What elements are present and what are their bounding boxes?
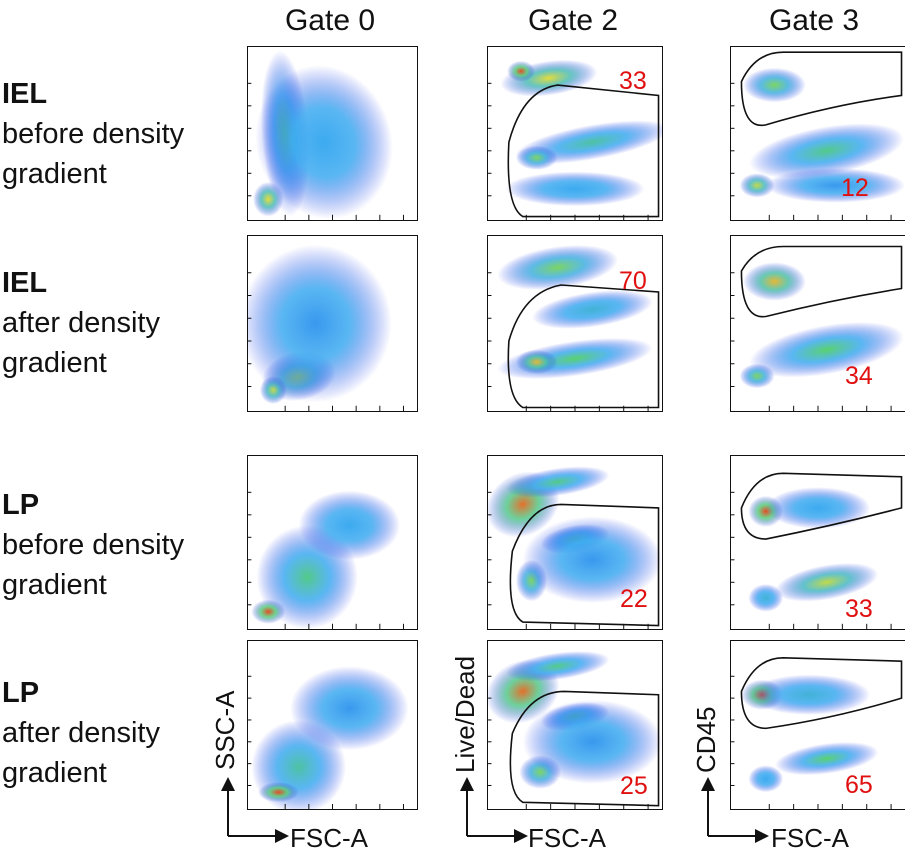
density-cluster (298, 490, 401, 560)
density-cluster (505, 466, 610, 498)
density-plot-gate3-row2 (730, 235, 905, 412)
gate-outline (508, 85, 658, 216)
row-tissue: IEL (2, 78, 48, 110)
row-line2: gradient (2, 757, 107, 789)
density-plot-canvas (248, 47, 417, 220)
gate-outline (741, 247, 901, 317)
density-plot-gate3-row3 (730, 455, 905, 630)
gate2-percent-row3: 22 (620, 585, 648, 613)
density-cluster (749, 123, 904, 179)
density-cluster (258, 782, 299, 803)
gate3-percent-row4: 65 (845, 771, 873, 799)
density-cluster (515, 145, 558, 170)
gate3-percent-row2: 34 (845, 362, 873, 390)
density-plot-gate0-row4 (247, 640, 418, 810)
density-plot-gate2-row4 (487, 640, 663, 810)
density-cluster (532, 290, 653, 329)
density-plot-gate3-row4 (730, 640, 905, 810)
density-plot-canvas (248, 236, 417, 411)
density-plot-gate2-row2 (487, 235, 663, 412)
row-tissue: LP (2, 677, 40, 709)
row-line2: gradient (2, 347, 107, 379)
density-plot-gate0-row1 (247, 46, 418, 221)
gate-outline (741, 52, 901, 125)
row-line1: before density (2, 529, 185, 561)
row-tissue: IEL (2, 267, 48, 299)
density-cluster (255, 65, 393, 220)
density-plot-canvas (731, 236, 905, 411)
gate3-y-axis-label: CD45 (691, 706, 721, 773)
density-cluster (251, 599, 286, 624)
gate2-y-axis-label: Live/Dead (450, 655, 480, 773)
row-label-iel-after: IEL after density gradient (2, 263, 160, 383)
gate0-x-axis-label: FSC-A (290, 823, 368, 853)
gate-outline (741, 658, 901, 729)
density-cluster (739, 363, 775, 389)
density-cluster (505, 651, 610, 682)
row-line2: gradient (2, 569, 107, 601)
density-cluster (290, 666, 409, 751)
density-plot-gate0-row3 (247, 455, 418, 630)
density-cluster (748, 674, 871, 715)
density-cluster (743, 262, 806, 301)
density-cluster (775, 563, 879, 602)
density-plot-gate2-row3 (487, 455, 663, 630)
row-line1: after density (2, 717, 160, 749)
gate-outline (510, 691, 658, 805)
density-cluster (505, 171, 645, 207)
density-plot-canvas (488, 456, 662, 629)
column-title-gate-2: Gate 2 (527, 4, 619, 37)
gate2-percent-row4: 25 (620, 772, 648, 800)
density-plot-canvas (731, 47, 905, 220)
column-title-gate-0: Gate 0 (284, 4, 376, 37)
density-plot-canvas (488, 47, 662, 220)
gate2-percent-row1: 33 (619, 67, 647, 95)
density-cluster (748, 584, 784, 612)
gate-outline (741, 473, 901, 539)
row-tissue: LP (2, 489, 40, 521)
density-cluster (522, 516, 662, 604)
density-plot-gate2-row1 (487, 46, 663, 221)
gate-outline (508, 285, 658, 408)
column-title-gate-3: Gate 3 (768, 4, 860, 37)
density-cluster (497, 245, 618, 290)
density-cluster (765, 168, 905, 203)
gate-outline (510, 504, 658, 625)
row-label-iel-before: IEL before density gradient (2, 74, 184, 194)
gate3-x-axis-label: FSC-A (771, 823, 849, 853)
density-plot-canvas (488, 236, 662, 411)
density-plot-gate3-row1 (730, 46, 905, 221)
density-plot-gate0-row2 (247, 235, 418, 412)
density-cluster (522, 699, 662, 784)
density-cluster (507, 60, 535, 82)
density-plot-canvas (248, 456, 417, 629)
density-plot-canvas (488, 641, 662, 809)
row-line2: gradient (2, 158, 107, 190)
density-cluster (515, 349, 558, 375)
density-plot-canvas (731, 641, 905, 809)
density-cluster (765, 487, 871, 529)
row-label-lp-after: LP after density gradient (2, 673, 160, 793)
density-cluster (748, 765, 784, 793)
row-label-lp-before: LP before density gradient (2, 485, 184, 605)
gate3-percent-row3: 33 (845, 595, 873, 623)
gate2-percent-row2: 70 (619, 267, 647, 295)
density-cluster (248, 244, 392, 403)
density-cluster (749, 322, 904, 378)
density-cluster (743, 67, 806, 103)
row-line1: after density (2, 307, 160, 339)
row-line1: before density (2, 118, 185, 150)
density-cluster (739, 173, 775, 198)
gate2-x-axis-label: FSC-A (528, 823, 606, 853)
gate0-y-axis-label: SSC-A (210, 690, 240, 770)
gate3-percent-row1: 12 (841, 174, 869, 202)
density-plot-canvas (248, 641, 417, 809)
density-cluster (774, 742, 879, 776)
density-plot-canvas (731, 456, 905, 629)
